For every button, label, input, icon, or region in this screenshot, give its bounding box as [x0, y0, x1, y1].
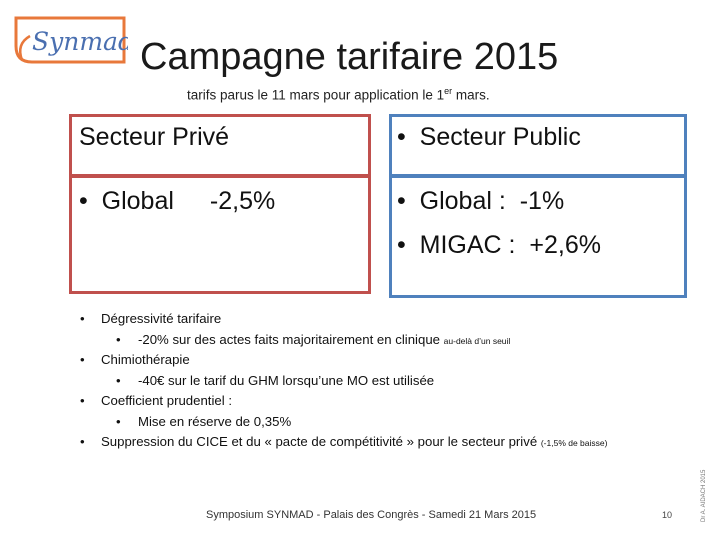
list-item: • Mise en réserve de 0,35% — [116, 413, 292, 429]
svg-text:Synmad: Synmad — [32, 27, 128, 56]
synmad-logo: Synmad — [12, 14, 134, 66]
list-item: • -40€ sur le tarif du GHM lorsqu’une MO … — [116, 372, 435, 388]
list-item: • Chimiothérapie — [80, 352, 190, 367]
public-sector-body-box — [389, 175, 687, 298]
page-number: 10 — [662, 510, 673, 520]
vertical-credit: Dr A. AIDACH 2015 — [701, 469, 707, 522]
private-global-value: -2,5% — [209, 187, 276, 215]
public-sector-title: • Secteur Public — [397, 123, 581, 151]
bullet-list: • Dégressivité tarifaire • -20% sur des ac… — [80, 309, 607, 453]
list-item: • Coefficient prudentiel : — [80, 393, 232, 408]
list-item: • Dégressivité tarifaire — [80, 311, 222, 326]
page-title: Campagne tarifaire 2015 — [140, 36, 559, 78]
list-item: • Suppression du CICE et du « pacte de co… — [80, 434, 608, 449]
public-global-item: • Global : -1% — [397, 187, 565, 215]
subtitle: tarifs parus le 11 mars pour application… — [187, 86, 490, 103]
footer-text: Symposium SYNMAD - Palais des Congrès - … — [206, 509, 537, 521]
private-global-item: • Global -2,5% — [79, 187, 276, 215]
list-item: • -20% sur des actes faits majoritairemen… — [116, 331, 511, 347]
private-sector-title: Secteur Privé — [79, 123, 230, 151]
public-migac-item: • MIGAC : +2,6% — [397, 231, 601, 259]
private-sector-body-box — [69, 175, 371, 294]
